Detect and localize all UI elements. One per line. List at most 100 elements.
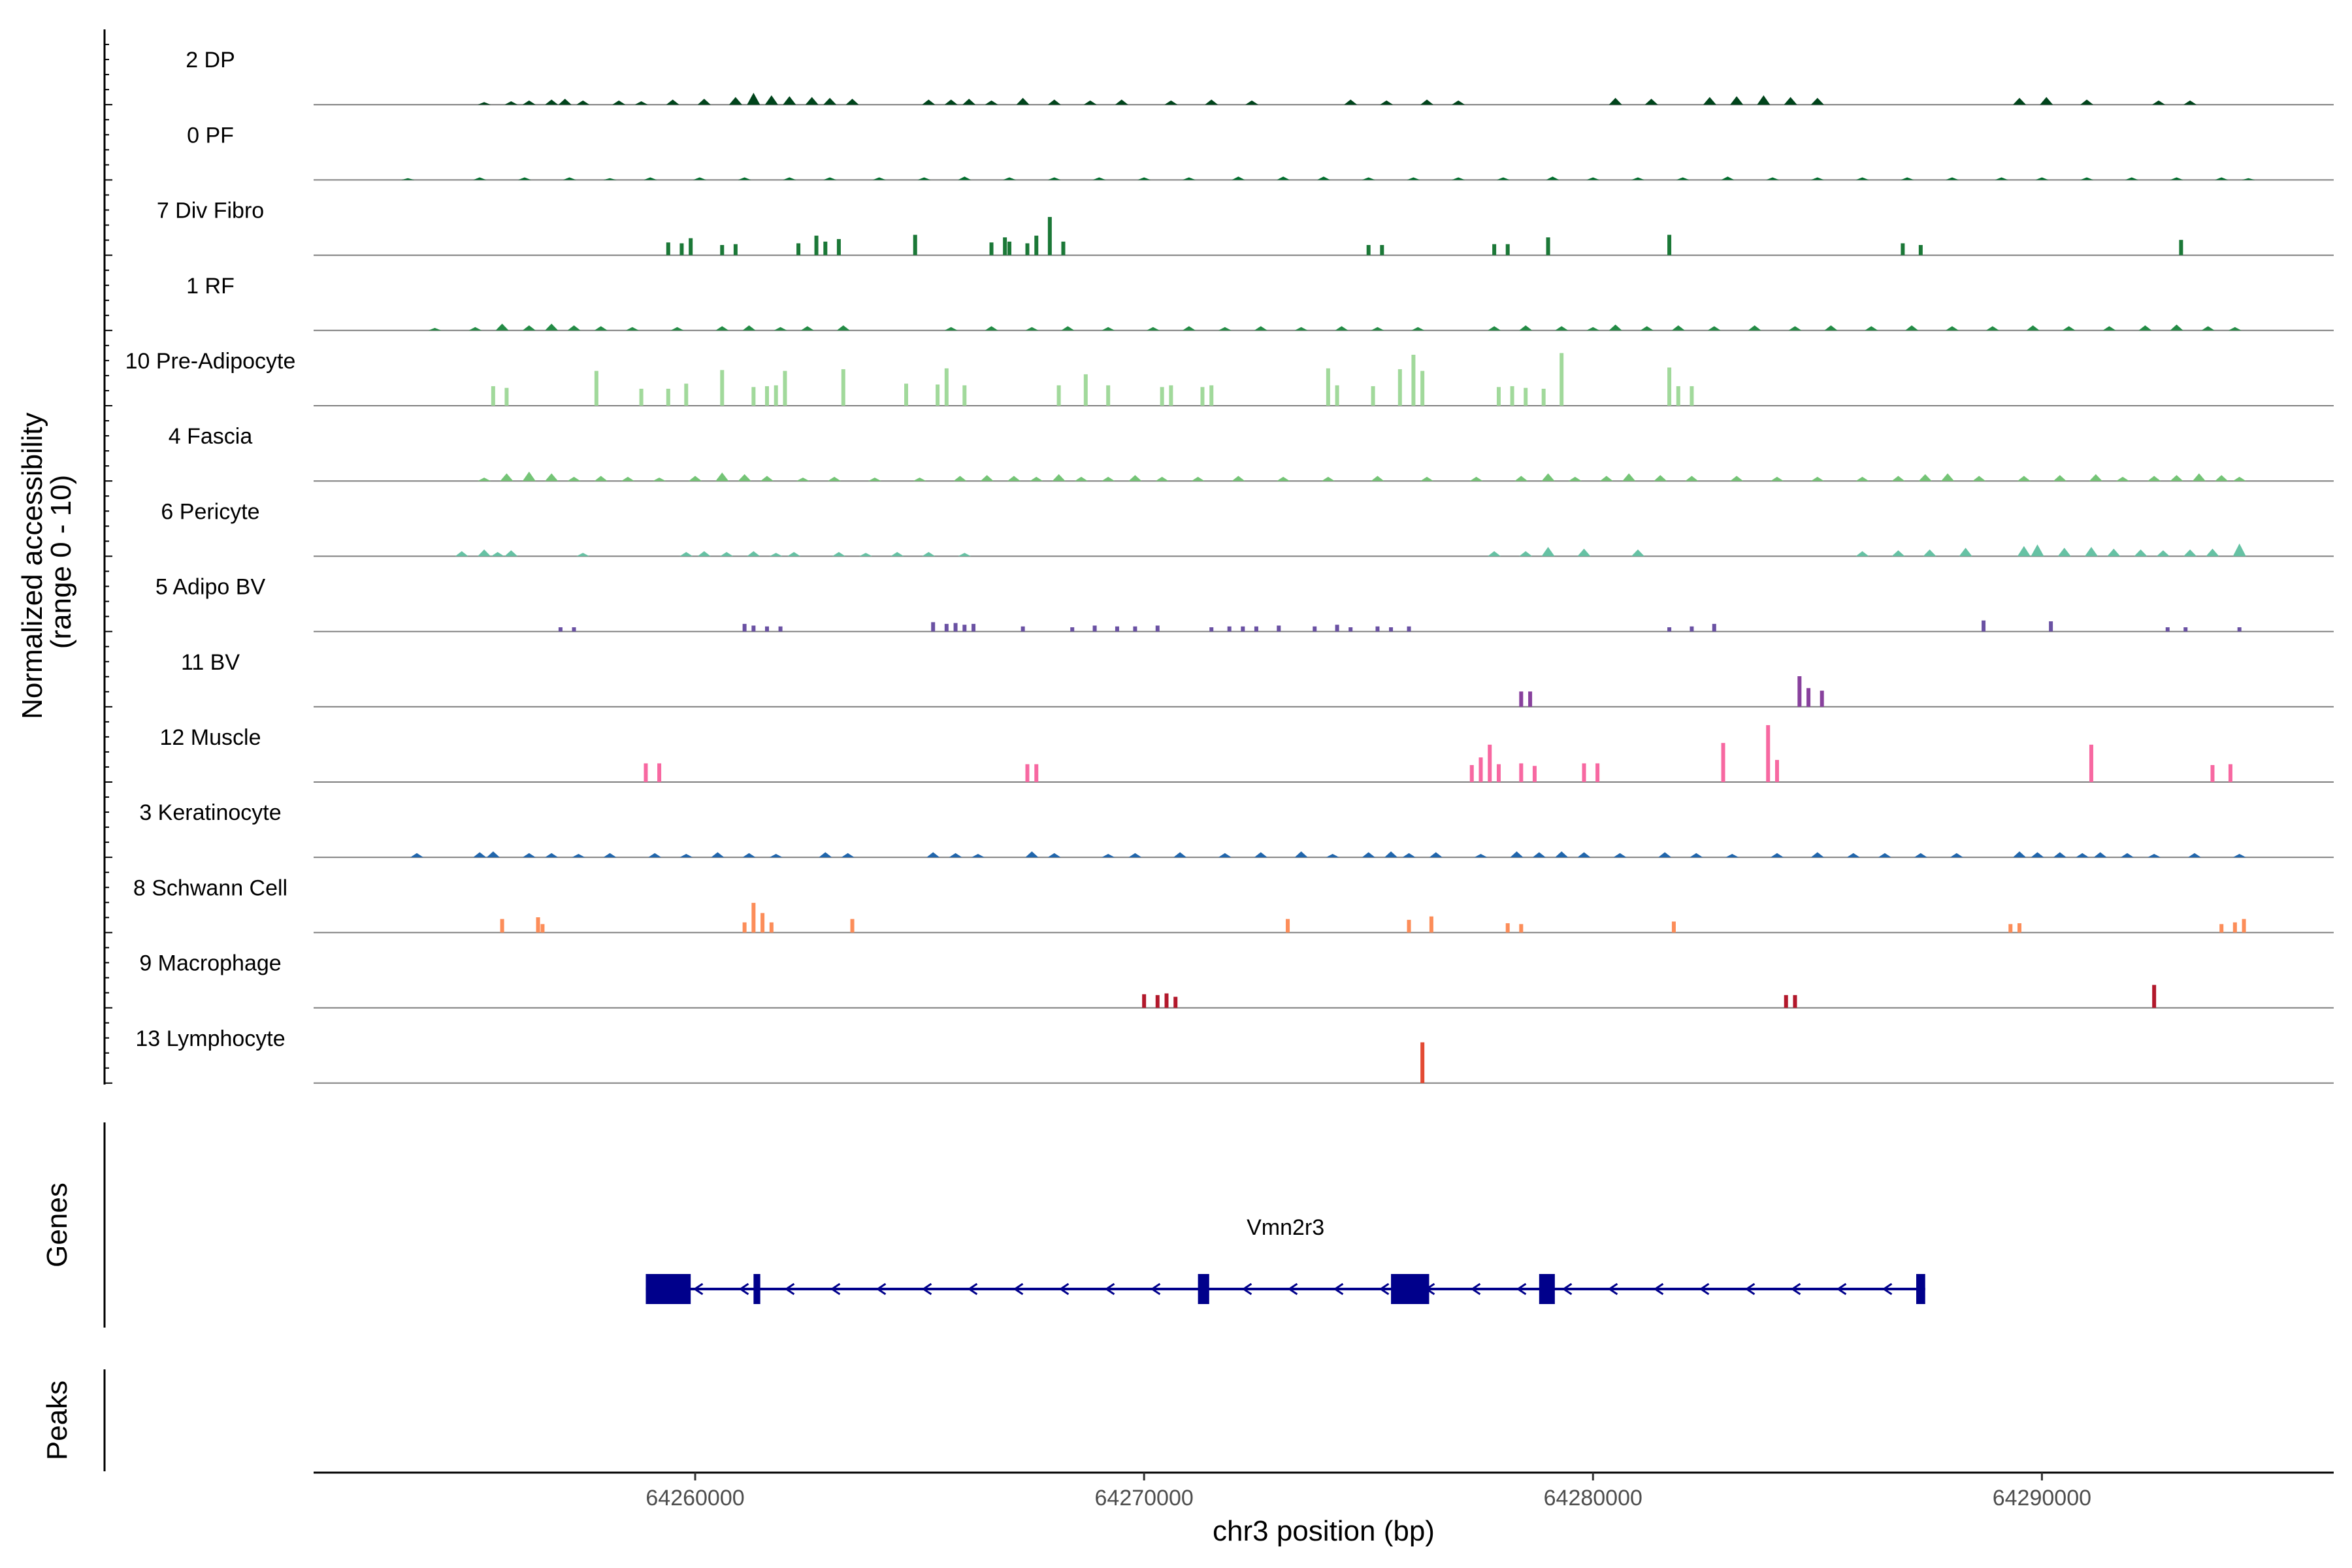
gene-exon <box>645 1274 691 1304</box>
coverage-peak <box>1878 853 1891 858</box>
coverage-peak <box>1348 627 1353 632</box>
coverage-peak <box>1519 691 1524 707</box>
coverage-peak <box>2138 325 2152 331</box>
coverage-peak <box>657 763 662 782</box>
coverage-peak <box>522 853 536 858</box>
x-tick-label: 64270000 <box>1095 1486 1194 1511</box>
coverage-peak <box>1411 327 1425 331</box>
coverage-peak <box>644 177 657 180</box>
coverage-peak <box>1469 765 1474 782</box>
coverage-peak <box>545 323 559 331</box>
coverage-peak <box>890 551 904 557</box>
coverage-peak <box>670 327 684 331</box>
coverage-peak <box>962 625 967 632</box>
coverage-peak <box>500 473 514 482</box>
coverage-peak <box>1541 547 1555 557</box>
coverage-peak <box>603 178 617 180</box>
coverage-peak <box>1205 99 1218 105</box>
coverage-peak <box>1160 387 1164 406</box>
track-label: 7 Div Fibro <box>157 199 264 223</box>
coverage-peak <box>2232 854 2246 858</box>
coverage-peak <box>760 476 774 482</box>
x-tick-label: 64290000 <box>1993 1486 2091 1511</box>
strand-chevron <box>784 1282 795 1296</box>
coverage-peak <box>953 476 967 482</box>
coverage-peak <box>1429 852 1443 858</box>
coverage-peak <box>2232 476 2246 482</box>
strand-chevron <box>1150 1282 1161 1296</box>
coverage-peak <box>1631 549 1644 557</box>
track-label: 0 PF <box>187 123 234 148</box>
coverage-peak <box>1344 99 1358 105</box>
strand-chevron <box>693 1282 704 1296</box>
coverage-peak <box>689 476 702 482</box>
coverage-peak <box>769 854 783 858</box>
coverage-peak <box>1052 474 1066 482</box>
coverage-peak <box>904 384 908 406</box>
coverage-peak <box>653 478 666 482</box>
coverage-peak <box>679 551 693 557</box>
coverage-peak <box>751 387 756 406</box>
coverage-peak <box>410 853 424 858</box>
coverage-peak <box>1496 177 1510 180</box>
coverage-peak <box>2062 326 2076 331</box>
coverage-peak <box>621 476 634 482</box>
coverage-peak <box>1901 177 1914 180</box>
coverage-peak <box>1142 994 1147 1008</box>
strand-chevron <box>1333 1282 1344 1296</box>
track-label: 13 Lymphocyte <box>135 1026 285 1051</box>
coverage-peak <box>1389 627 1394 632</box>
coverage-peak <box>697 551 711 557</box>
strand-chevron <box>1470 1282 1481 1296</box>
coverage-peak <box>2228 764 2232 782</box>
coverage-peak <box>1546 237 1550 255</box>
coverage-peak <box>1770 476 1784 482</box>
coverage-peak <box>2201 326 2215 331</box>
coverage-peak <box>558 99 572 105</box>
coverage-peak <box>1941 473 1955 482</box>
track-10: 12 Muscle <box>160 725 2334 783</box>
coverage-peak <box>2206 548 2219 557</box>
coverage-peak <box>1384 851 1398 858</box>
coverage-peak <box>545 853 559 858</box>
coverage-peak <box>1488 551 1501 557</box>
coverage-peak <box>783 177 796 180</box>
coverage-peak <box>1083 100 1097 105</box>
coverage-peak <box>1901 243 1905 255</box>
coverage-peak <box>2170 324 2183 331</box>
track-7: 6 Pericyte <box>161 499 2334 557</box>
coverage-peak <box>953 623 958 632</box>
coverage-peak <box>428 327 442 331</box>
coverage-peak <box>504 101 518 105</box>
coverage-peak <box>2192 473 2206 482</box>
coverage-peak <box>1524 387 1528 406</box>
coverage-peak <box>1671 325 1685 331</box>
coverage-peak <box>1335 625 1339 632</box>
coverage-peak <box>2170 475 2183 482</box>
coverage-peak <box>2080 177 2094 180</box>
coverage-peak <box>1025 764 1030 782</box>
coverage-peak <box>1667 367 1672 406</box>
coverage-peak <box>1532 766 1537 782</box>
coverage-peak <box>1510 851 1524 858</box>
coverage-peak <box>1855 177 1869 180</box>
coverage-peak <box>522 325 536 331</box>
coverage-peak <box>1631 177 1644 180</box>
coverage-peak <box>1810 97 1824 105</box>
coverage-peak <box>1667 627 1672 632</box>
coverage-peak <box>2076 853 2089 858</box>
coverage-peak <box>563 177 576 180</box>
x-axis-ticks: 64260000 64270000 64280000 64290000 <box>645 1473 2091 1511</box>
gene-label: Vmn2r3 <box>1247 1215 1324 1240</box>
coverage-peak <box>1510 386 1514 406</box>
strand-chevron <box>1699 1282 1710 1296</box>
coverage-peak <box>1102 327 1115 331</box>
coverage-peak <box>1218 853 1232 858</box>
track-12: 8 Schwann Cell <box>133 875 2334 934</box>
coverage-peak <box>1025 851 1039 858</box>
coverage-peak <box>666 389 670 406</box>
coverage-y-ticks <box>105 44 112 1084</box>
coverage-peak <box>944 623 949 632</box>
coverage-peak <box>764 386 769 406</box>
coverage-peak <box>1277 176 1290 180</box>
